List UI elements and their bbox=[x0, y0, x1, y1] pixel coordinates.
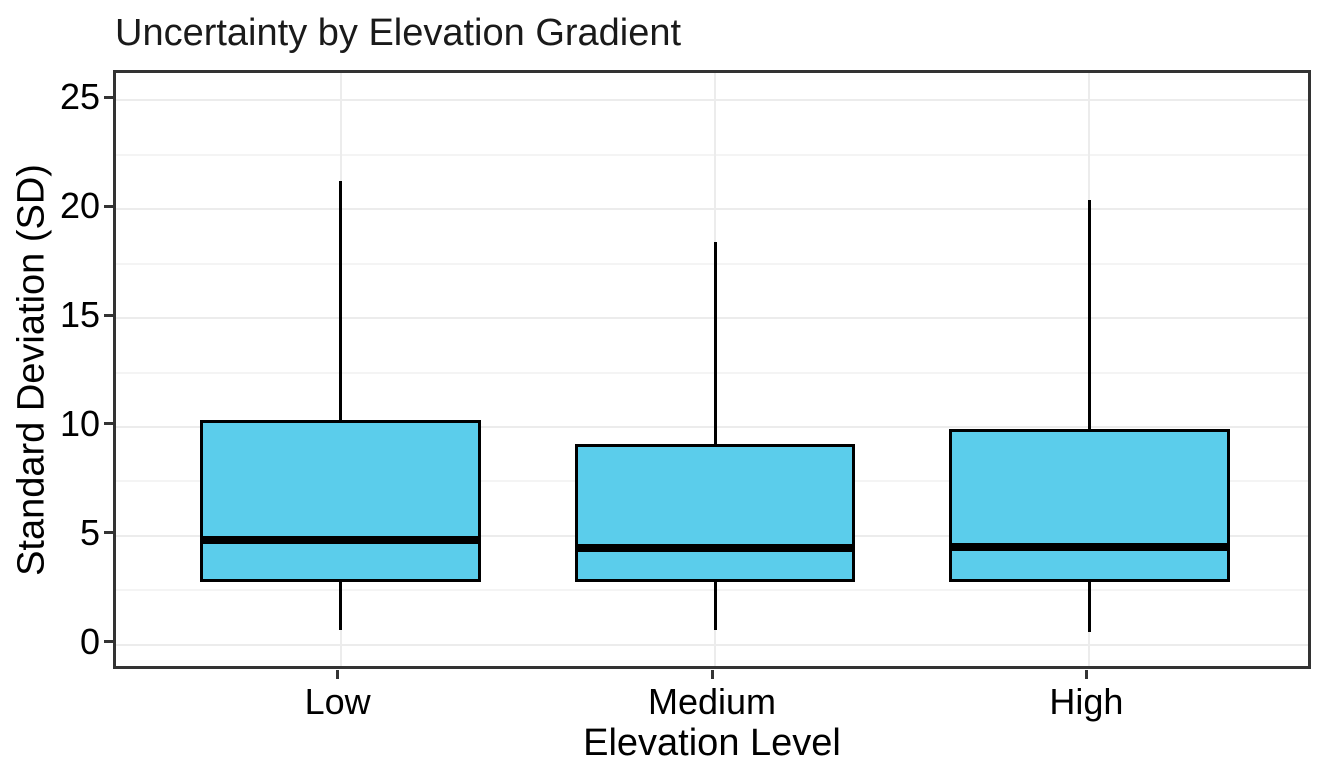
plot-panel bbox=[113, 70, 1311, 669]
y-tick-label: 5 bbox=[79, 511, 100, 553]
y-tick-mark bbox=[104, 422, 113, 426]
y-tick-mark bbox=[104, 531, 113, 535]
category-gridline bbox=[714, 73, 716, 666]
y-tick-label: 0 bbox=[79, 620, 100, 662]
boxplot-medium bbox=[116, 73, 1308, 666]
y-tick-mark bbox=[104, 95, 113, 99]
grid-minor-line bbox=[116, 589, 1308, 592]
grid-minor-line bbox=[116, 480, 1308, 483]
y-tick-mark bbox=[104, 313, 113, 317]
grid-major-line bbox=[116, 643, 1308, 646]
grid-minor-line bbox=[116, 153, 1308, 156]
x-tick-mark bbox=[1084, 670, 1088, 679]
x-tick-label: High bbox=[1049, 681, 1124, 722]
grid-major-line bbox=[116, 425, 1308, 428]
grid-major-line bbox=[116, 208, 1308, 211]
category-gridline bbox=[1088, 73, 1091, 666]
grid-major-line bbox=[116, 534, 1308, 537]
y-tick-label: 10 bbox=[59, 402, 100, 444]
y-tick-label: 15 bbox=[59, 294, 100, 336]
x-tick-label: Medium bbox=[647, 681, 777, 722]
boxplot-low bbox=[116, 73, 1308, 666]
x-axis-title: Elevation Level bbox=[583, 722, 841, 764]
plot-title: Uncertainty by Elevation Gradient bbox=[115, 12, 682, 54]
y-tick-mark bbox=[104, 204, 113, 208]
boxplot-high bbox=[116, 73, 1308, 666]
x-tick-mark bbox=[710, 670, 714, 679]
grid-major-line bbox=[116, 317, 1308, 320]
grid-minor-line bbox=[116, 262, 1308, 265]
y-tick-label: 25 bbox=[59, 76, 100, 118]
grid-minor-line bbox=[116, 371, 1308, 374]
grid-major-line bbox=[116, 99, 1308, 102]
x-tick-label: Low bbox=[304, 681, 371, 722]
x-tick-mark bbox=[336, 670, 340, 679]
y-tick-mark bbox=[104, 640, 113, 644]
y-tick-label: 20 bbox=[59, 185, 100, 227]
category-gridline bbox=[339, 73, 342, 666]
